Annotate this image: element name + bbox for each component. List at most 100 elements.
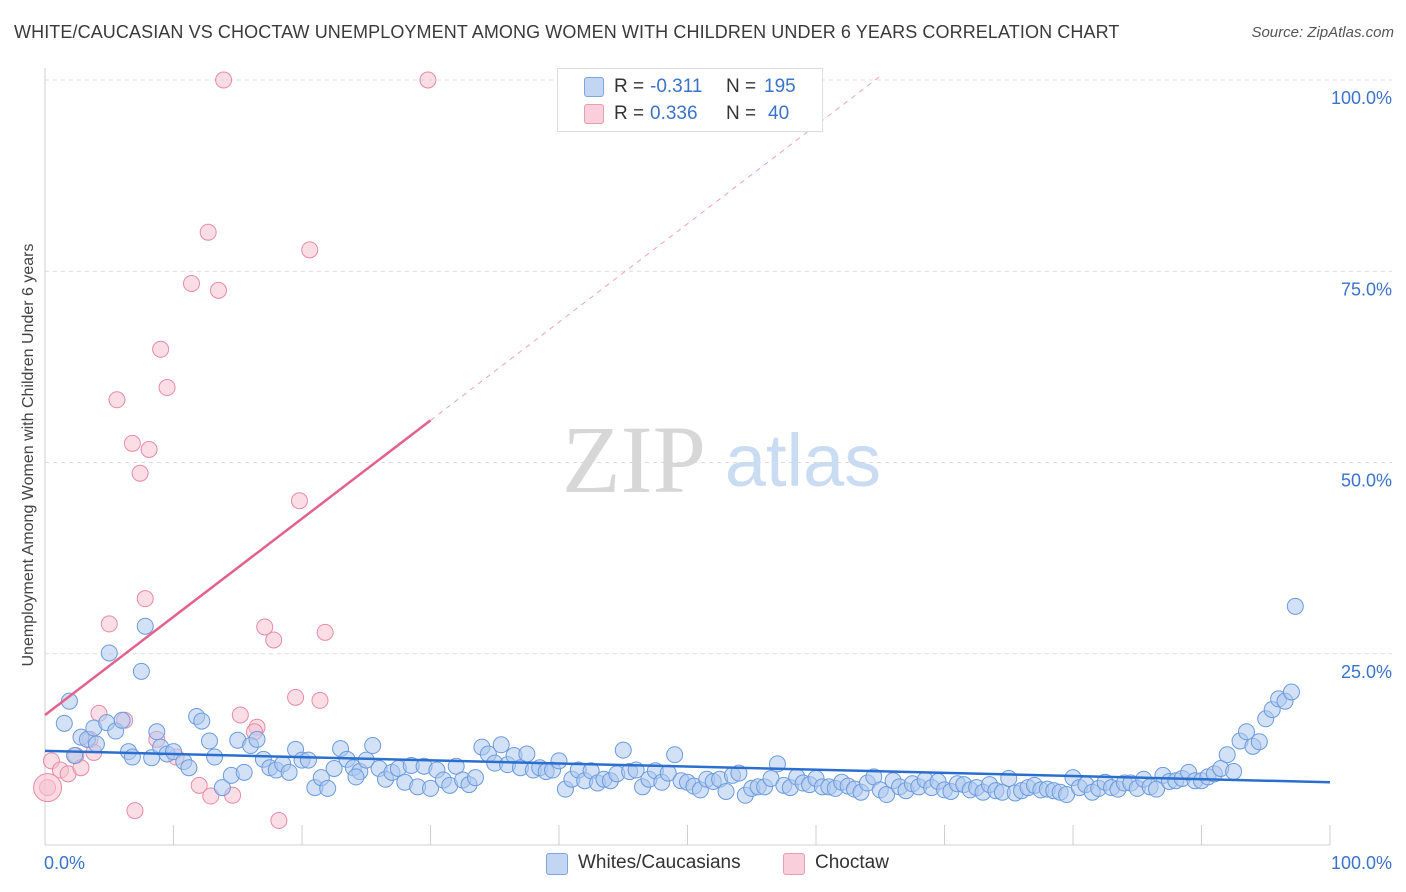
legend-n-label: N =: [726, 103, 757, 124]
source-label: Source: ZipAtlas.com: [1251, 24, 1394, 41]
legend-r-value: -0.311: [650, 76, 703, 97]
whites-point: [100, 644, 118, 662]
whites-point: [325, 760, 343, 777]
choctaw-point: [256, 618, 274, 636]
whites-point: [280, 763, 298, 781]
whites-point: [87, 735, 105, 753]
whites-point: [1000, 769, 1018, 787]
trend-lines: [44, 75, 1331, 784]
choctaw-point: [182, 274, 200, 292]
bottom-swatch-blue: [546, 853, 568, 875]
x-tick-label: 100.0%: [1331, 853, 1392, 873]
whites-point: [364, 737, 382, 755]
whites-point: [717, 782, 735, 800]
choctaw-point: [152, 340, 170, 358]
whites-points: [55, 597, 1304, 804]
whites-point: [66, 746, 84, 764]
whites-point: [347, 768, 365, 786]
choctaw-point: [287, 688, 305, 706]
gridlines: [45, 79, 1392, 655]
whites-point: [235, 763, 253, 781]
choctaw-point: [215, 71, 233, 89]
whites-point: [466, 769, 484, 787]
choctaw-point: [108, 391, 126, 409]
whites-point: [878, 786, 896, 804]
axes: [44, 68, 1331, 846]
legend-n-value: 40: [768, 103, 790, 124]
whites-point: [550, 752, 568, 770]
whites-point: [206, 748, 224, 766]
whites-point: [193, 712, 211, 730]
whites-point: [518, 745, 536, 763]
choctaw-point: [301, 241, 319, 259]
whites-point: [1225, 763, 1243, 781]
legend-swatch-pink: [584, 104, 604, 124]
whites-point: [123, 748, 141, 766]
choctaw-point: [202, 787, 220, 805]
choctaw-point: [33, 773, 63, 803]
choctaw-point: [199, 223, 217, 241]
y-tick-label: 100.0%: [1331, 88, 1392, 108]
whites-point: [1148, 780, 1166, 798]
x-tick-label: 0.0%: [44, 853, 85, 873]
legend-r-label: R =: [614, 76, 645, 97]
choctaw-point: [100, 615, 118, 633]
whites-point: [55, 714, 73, 732]
whites-point: [1286, 597, 1304, 615]
legend-n-label: N =: [726, 76, 757, 97]
choctaw-point: [419, 71, 437, 89]
whites-point: [148, 723, 166, 741]
legend-n-value: 195: [764, 76, 796, 97]
choctaw-point: [270, 812, 288, 830]
choctaw-points: [33, 71, 437, 830]
tick-labels: 25.0% 50.0% 75.0% 100.0% 0.0% 100.0%: [44, 88, 1392, 873]
whites-point: [113, 711, 131, 729]
y-tick-label: 25.0%: [1341, 662, 1392, 682]
whites-point: [213, 779, 231, 797]
whites-point: [1218, 746, 1236, 764]
whites-point: [492, 736, 510, 754]
choctaw-point: [131, 464, 149, 482]
whites-point: [1282, 683, 1300, 701]
whites-point: [132, 662, 150, 680]
whites-trend-line: [44, 749, 1331, 784]
choctaw-point: [209, 281, 227, 299]
choctaw-point: [190, 776, 208, 794]
choctaw-point: [158, 379, 176, 397]
whites-point: [422, 779, 439, 797]
whites-point: [319, 779, 337, 797]
choctaw-trend-line: [44, 419, 432, 716]
choctaw-point: [290, 492, 308, 510]
choctaw-point: [136, 590, 154, 608]
whites-point: [666, 746, 684, 764]
y-tick-label: 50.0%: [1341, 471, 1392, 491]
bottom-legend-label: Choctaw: [815, 852, 889, 873]
whites-point: [299, 751, 317, 769]
y-tick-label: 75.0%: [1341, 279, 1392, 299]
whites-point: [1250, 733, 1268, 751]
watermark: ZIP atlas: [562, 406, 881, 513]
legend-r-value: 0.336: [650, 103, 698, 124]
watermark-zip: ZIP: [562, 406, 706, 513]
choctaw-trend-extension: [430, 75, 881, 421]
bottom-legend-label: Whites/Caucasians: [578, 852, 741, 873]
choctaw-point: [316, 623, 334, 641]
watermark-atlas: atlas: [725, 419, 881, 502]
whites-point: [200, 732, 218, 750]
bottom-swatch-pink: [783, 853, 805, 875]
correlation-legend: R = -0.311 N = 195 R = 0.336 N = 40: [557, 68, 823, 132]
legend-r-label: R =: [614, 103, 645, 124]
whites-point: [248, 730, 266, 748]
choctaw-point: [311, 691, 329, 709]
whites-point: [165, 743, 182, 761]
choctaw-point: [123, 434, 141, 452]
legend-swatch-blue: [584, 77, 604, 97]
whites-point: [1237, 723, 1255, 741]
whites-point: [136, 617, 154, 635]
chart-title: WHITE/CAUCASIAN VS CHOCTAW UNEMPLOYMENT …: [14, 22, 1120, 42]
whites-point: [180, 759, 198, 777]
choctaw-point: [265, 631, 283, 649]
whites-point: [614, 741, 632, 759]
choctaw-point: [231, 706, 249, 724]
